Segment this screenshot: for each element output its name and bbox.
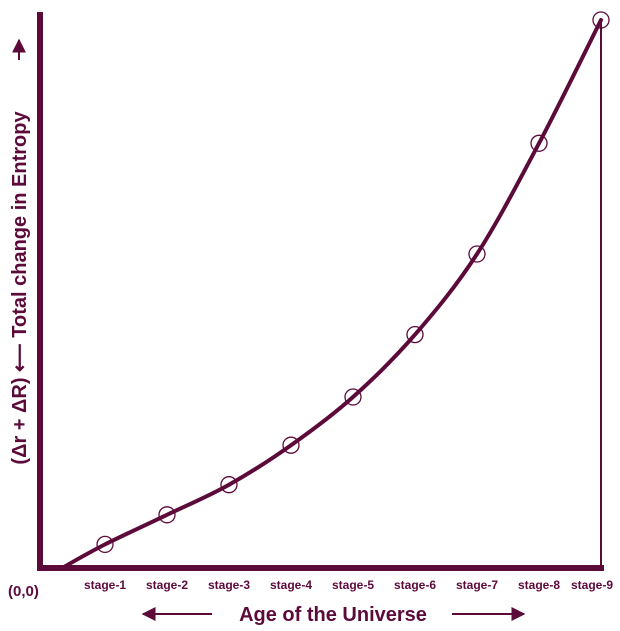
x-tick-labels: stage-1 stage-2 stage-3 stage-4 stage-5 stage… [84,578,613,592]
y-axis-title-group: (Δr + ΔR) ⟵ Total change in Entropy [9,38,31,465]
x-tick-label-stage-3: stage-3 [208,578,250,592]
data-point-stage-3 [220,476,238,494]
x-tick-label-stage-7: stage-7 [456,578,498,592]
data-point-stage-5 [344,388,362,406]
x-tick-label-stage-8: stage-8 [518,578,560,592]
data-points [96,11,610,554]
data-point-stage-9 [592,11,610,29]
x-axis-title: Age of the Universe [239,604,427,626]
origin-label: (0,0) [8,583,39,600]
x-axis-title-group: Age of the Universe [141,604,526,626]
data-point-stage-2 [158,506,176,524]
data-point-stage-8 [530,134,548,152]
x-tick-label-stage-5: stage-5 [332,578,374,592]
data-point-stage-7 [468,245,486,263]
data-point-stage-1 [96,535,114,554]
x-tick-label-stage-2: stage-2 [146,578,188,592]
entropy-curve [60,18,603,570]
x-tick-label-stage-9: stage-9 [571,578,613,592]
x-tick-label-stage-6: stage-6 [394,578,436,592]
y-axis-title: (Δr + ΔR) ⟵ Total change in Entropy [9,111,31,465]
data-point-stage-4 [282,436,300,454]
data-point-stage-6 [406,325,424,344]
x-tick-label-stage-4: stage-4 [270,578,312,592]
x-tick-label-stage-1: stage-1 [84,578,126,592]
axes [37,12,604,571]
